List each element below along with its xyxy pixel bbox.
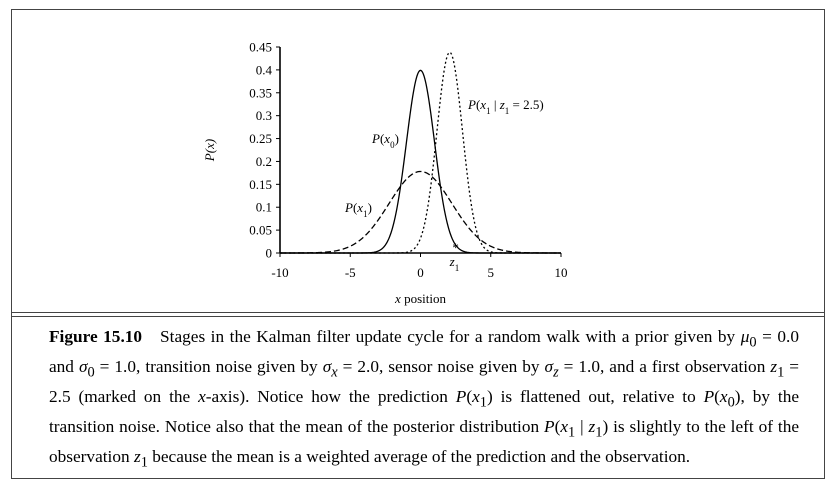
figure-divider [11,312,825,313]
figure-label: Figure 15.10 [49,327,143,346]
x-tick-label: 0 [417,265,424,280]
chart-labels: x position P(x) P(x0) P(x1) P(x1 | z1 = 2.5)… [202,97,544,306]
observation-label-z1: z1 [449,254,460,273]
y-tick-label: 0.05 [249,223,272,238]
x-tick-label: 5 [488,265,495,280]
observation-marker: * [452,240,459,255]
y-axis-label: P(x) [202,139,217,162]
caption-text: Stages in the Kalman filter update cycle… [49,327,800,471]
y-tick-label: 0.45 [249,40,272,55]
y-tick-label: 0.35 [249,85,272,100]
y-tick-label: 0.4 [256,62,273,77]
label-p-x1: P(x1) [344,200,372,219]
label-p-posterior: P(x1 | z1 = 2.5) [467,97,544,116]
chart-ticks: 0 0.05 0.1 0.15 0.2 0.25 0.3 0.35 0.4 0.45 -10 -5 0 5… [249,40,567,281]
chart-axes [279,47,561,254]
chart-curves [280,51,561,254]
figure-caption: Figure 15.10 Stages in the Kalman filter … [49,325,799,475]
x-tick-label: -5 [345,265,356,280]
label-p-x0: P(x0) [371,131,399,150]
kalman-chart: 0 0.05 0.1 0.15 0.2 0.25 0.3 0.35 0.4 0.45 -10 -5 0 5… [202,40,568,307]
series-line-2 [280,51,561,254]
y-tick-label: 0.2 [256,154,272,169]
y-tick-label: 0 [266,246,273,261]
x-tick-label: 10 [555,265,568,280]
y-tick-label: 0.25 [249,131,272,146]
y-tick-label: 0.1 [256,200,272,215]
x-tick-label: -10 [271,265,288,280]
y-tick-label: 0.3 [256,108,272,123]
series-line-1 [280,170,561,254]
figure-divider-inner [11,316,825,317]
figure-frame [11,9,825,479]
x-axis-label: x position [394,291,446,306]
y-tick-label: 0.15 [249,177,272,192]
